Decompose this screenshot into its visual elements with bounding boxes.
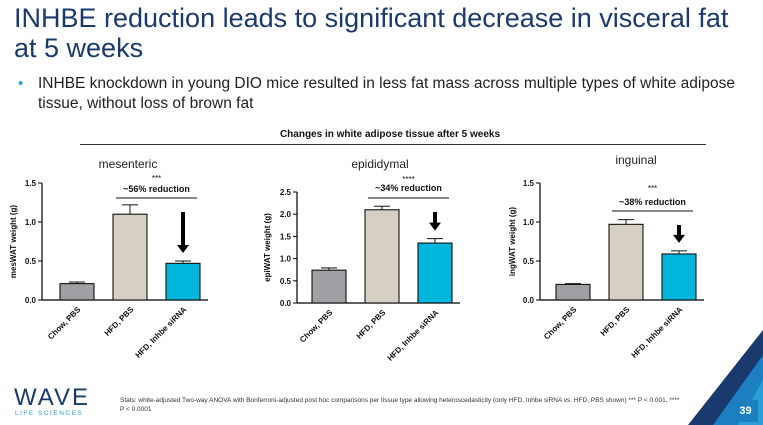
reduction-annotation-0: ~56% reduction xyxy=(123,184,190,194)
bar-2-2 xyxy=(661,253,697,301)
bar-2-0 xyxy=(555,283,591,301)
corner-decoration-icon xyxy=(688,330,763,425)
category-label-0-2: HFD, Inhbe siRNA xyxy=(134,305,189,360)
bar-1-1 xyxy=(364,209,400,304)
bar-0-1 xyxy=(112,213,148,301)
y-tick-label-0-3: 1.5 xyxy=(25,179,37,188)
y-tick-label-1-3: 1.5 xyxy=(280,232,292,241)
category-label-0-0: Chow, PBS xyxy=(46,305,83,342)
reduction-annotation-2: ~38% reduction xyxy=(619,197,686,207)
arrow-down-icon-0 xyxy=(177,245,189,253)
company-logo: WAVE LIFE SCIENCES xyxy=(14,384,114,420)
y-tick-label-2-3: 1.5 xyxy=(523,179,535,188)
y-tick-label-1-5: 2.5 xyxy=(280,188,292,197)
logo-wordmark: WAVE xyxy=(14,384,91,411)
y-tick-label-2-1: 0.5 xyxy=(523,257,535,266)
significance-stars-2: *** xyxy=(648,184,657,193)
y-tick-label-2-0: 0.0 xyxy=(523,296,535,305)
bar-2-1 xyxy=(608,223,644,301)
y-axis-label-0: mesWAT weight (g) xyxy=(9,205,18,279)
y-tick-label-1-2: 1.0 xyxy=(280,255,292,264)
arrow-down-icon-1 xyxy=(429,222,441,231)
bar-0-2 xyxy=(165,262,201,301)
category-label-0-1: HFD, PBS xyxy=(103,305,136,338)
panel-title-1: epididymal xyxy=(351,157,408,171)
chart-title: Changes in white adipose tissue after 5 … xyxy=(279,129,501,140)
category-label-1-0: Chow, PBS xyxy=(298,308,335,345)
category-label-1-1: HFD, PBS xyxy=(355,308,388,341)
page-number: 39 xyxy=(733,400,758,422)
slide-title: INHBE reduction leads to significant dec… xyxy=(14,3,729,63)
y-axis-label-2: ingWAT weight (g) xyxy=(508,207,517,277)
arrow-down-icon-2 xyxy=(673,234,685,243)
chart-title-rule xyxy=(80,144,706,145)
bullet-dot-icon: • xyxy=(18,75,24,92)
y-tick-label-1-4: 2.0 xyxy=(280,210,292,219)
reduction-annotation-1: ~34% reduction xyxy=(375,183,442,193)
significance-stars-0: *** xyxy=(152,174,161,183)
panel-title-0: mesenteric xyxy=(99,157,158,171)
panel-title-2: inguinal xyxy=(615,153,656,167)
category-label-1-2: HFD, Inhbe siRNA xyxy=(386,308,441,363)
y-tick-label-0-0: 0.0 xyxy=(25,296,37,305)
significance-stars-1: **** xyxy=(402,175,414,184)
bullet-text: INHBE knockdown in young DIO mice result… xyxy=(38,75,735,112)
logo-subtitle: LIFE SCIENCES xyxy=(15,410,84,417)
category-label-2-1: HFD, PBS xyxy=(599,305,632,338)
bar-1-0 xyxy=(311,269,347,304)
y-axis-label-1: epiWAT weight (g) xyxy=(263,213,272,282)
y-tick-label-0-2: 1.0 xyxy=(25,218,37,227)
category-label-2-0: Chow, PBS xyxy=(542,305,579,342)
y-tick-label-0-1: 0.5 xyxy=(25,257,37,266)
bar-0-0 xyxy=(59,283,95,301)
stats-footnote: Stats: white-adjusted Two-way ANOVA with… xyxy=(120,397,680,413)
y-tick-label-1-1: 0.5 xyxy=(280,277,292,286)
y-tick-label-2-2: 1.0 xyxy=(523,218,535,227)
bar-1-2 xyxy=(417,242,453,304)
y-tick-label-1-0: 0.0 xyxy=(280,299,292,308)
